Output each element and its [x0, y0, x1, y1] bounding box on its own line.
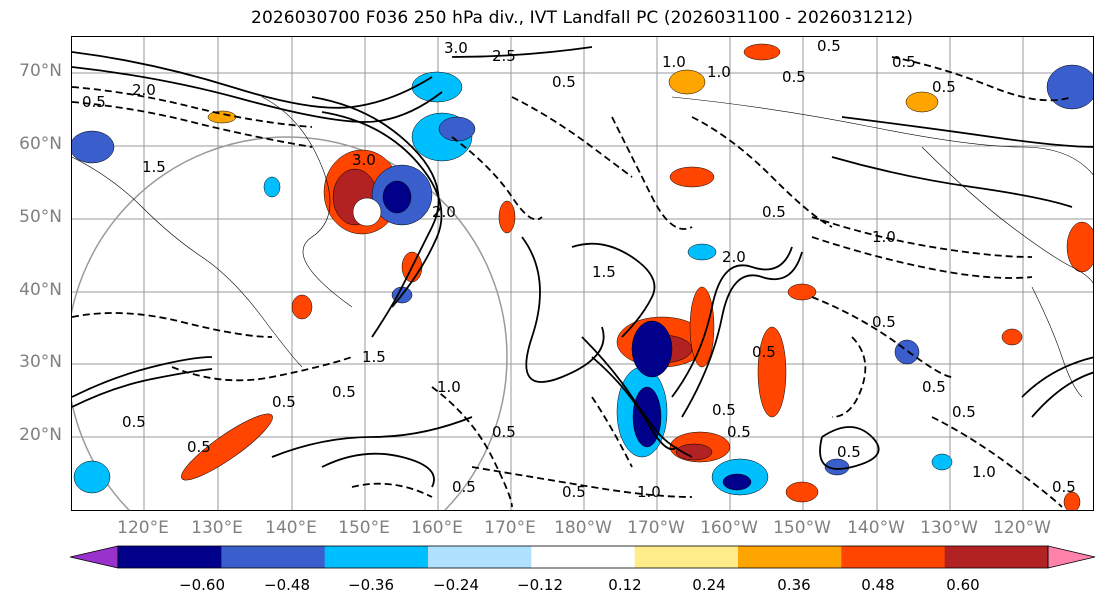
colorbar-extend-high [1047, 545, 1096, 569]
contour-label: 0.5 [782, 68, 806, 86]
contour-label: 0.5 [82, 93, 106, 111]
negative-contours [72, 56, 1073, 508]
contour-label: 1.0 [707, 63, 731, 81]
region-outline [72, 136, 508, 510]
contour-label: 1.0 [872, 228, 896, 246]
lon-label-170e: 170°E [484, 518, 536, 538]
contour-label: 1.0 [972, 463, 996, 481]
colorbar-tick-label: 0.24 [692, 576, 726, 594]
map-panel: 3.0 2.5 0.5 1.0 0.5 0.5 2.0 1.5 0.5 0.5 … [71, 36, 1094, 511]
contour-label: 1.0 [437, 378, 461, 396]
contour-label: 1.0 [637, 483, 661, 501]
lon-label-120w: 120°W [993, 518, 1051, 538]
lon-label-160w: 160°W [700, 518, 758, 538]
colorbar-tick-label: −0.12 [517, 576, 563, 594]
contour-label: 0.5 [712, 401, 736, 419]
lon-label-120e: 120°E [117, 518, 169, 538]
colorbar-bin [221, 546, 326, 568]
lat-label-70: 70°N [19, 61, 62, 81]
colorbar-tick-label: 0.12 [608, 576, 642, 594]
contour-label: 0.5 [272, 393, 296, 411]
colorbar-bin [118, 546, 222, 568]
contour-label: 0.5 [817, 37, 841, 55]
colorbar-tick-label: 0.60 [946, 576, 980, 594]
colorbar-tick-label: 0.36 [777, 576, 811, 594]
lat-label-30: 30°N [19, 352, 62, 372]
colorbar-bin [944, 546, 1049, 568]
colorbar-tick-label: −0.60 [179, 576, 225, 594]
contour-label: 0.5 [952, 403, 976, 421]
lon-label-140e: 140°E [265, 518, 317, 538]
positive-contours [72, 46, 1093, 488]
contour-label: 0.5 [932, 78, 956, 96]
contour-label: 2.0 [132, 81, 156, 99]
contour-label: 0.5 [562, 483, 586, 501]
colorbar-bin [531, 546, 636, 568]
contour-label: 0.5 [762, 203, 786, 221]
contour-label: 0.5 [492, 423, 516, 441]
colorbar-bin [324, 546, 429, 568]
divergence-shading [72, 43, 1093, 510]
contour-label: 0.5 [752, 343, 776, 361]
contour-label: 0.5 [552, 73, 576, 91]
contour-label: 3.0 [352, 151, 376, 169]
coastlines [72, 96, 1093, 398]
contour-label: 0.5 [332, 383, 356, 401]
contour-label: 0.5 [892, 53, 916, 71]
colorbar-tick-label: 0.48 [861, 576, 895, 594]
contour-label: 0.5 [727, 423, 751, 441]
contour-label: 0.5 [872, 313, 896, 331]
contour-labels: 3.0 2.5 0.5 1.0 0.5 0.5 2.0 1.5 0.5 0.5 … [82, 37, 1076, 501]
map-canvas: 3.0 2.5 0.5 1.0 0.5 0.5 2.0 1.5 0.5 0.5 … [72, 37, 1093, 510]
colorbar-bin [428, 546, 532, 568]
colorbar-tick-label: −0.36 [348, 576, 394, 594]
contour-label: 1.5 [592, 263, 616, 281]
contour-label: 2.5 [492, 47, 516, 65]
contour-label: 0.5 [837, 443, 861, 461]
colorbar-extend-low [70, 545, 119, 569]
colorbar [70, 545, 1096, 569]
contour-label: 0.5 [922, 378, 946, 396]
contour-label: 3.0 [444, 39, 468, 57]
contour-label: 1.5 [362, 348, 386, 366]
lon-label-180w: 180°W [554, 518, 612, 538]
colorbar-bin [841, 546, 946, 568]
contour-label: 1.5 [142, 158, 166, 176]
colorbar-tick-label: −0.24 [433, 576, 479, 594]
colorbar-bins [118, 546, 1049, 568]
lon-label-140w: 140°W [847, 518, 905, 538]
lon-label-130e: 130°E [191, 518, 243, 538]
lon-label-130w: 130°W [920, 518, 978, 538]
contour-label: 2.0 [432, 203, 456, 221]
lon-label-150e: 150°E [338, 518, 390, 538]
contour-label: 1.0 [662, 53, 686, 71]
lon-label-160e: 160°E [411, 518, 463, 538]
contour-label: 0.5 [122, 413, 146, 431]
contour-label: 0.5 [452, 478, 476, 496]
lon-label-150w: 150°W [773, 518, 831, 538]
contour-label: 0.5 [187, 438, 211, 456]
colorbar-tick-label: −0.48 [264, 576, 310, 594]
lat-label-20: 20°N [19, 425, 62, 445]
contour-label: 2.0 [722, 248, 746, 266]
colorbar-bin [738, 546, 842, 568]
contour-label: 0.5 [1052, 478, 1076, 496]
map-title: 2026030700 F036 250 hPa div., IVT Landfa… [251, 8, 913, 28]
lat-label-60: 60°N [19, 134, 62, 154]
lat-label-40: 40°N [19, 280, 62, 300]
lon-label-170w: 170°W [627, 518, 685, 538]
lat-label-50: 50°N [19, 207, 62, 227]
colorbar-bin [634, 546, 739, 568]
